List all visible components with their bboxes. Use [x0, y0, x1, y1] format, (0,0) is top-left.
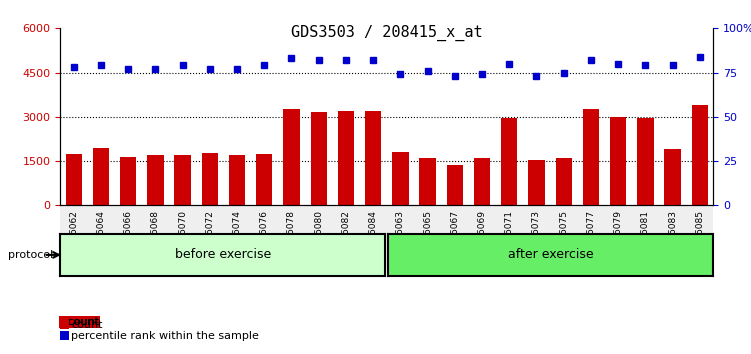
- Bar: [556, 158, 572, 205]
- Bar: [169, 205, 196, 267]
- Bar: [529, 160, 544, 205]
- Bar: [278, 205, 305, 267]
- Text: before exercise: before exercise: [174, 249, 271, 261]
- Bar: [224, 205, 251, 267]
- Bar: [87, 205, 114, 267]
- Bar: [578, 205, 605, 267]
- Text: GDS3503 / 208415_x_at: GDS3503 / 208415_x_at: [291, 25, 483, 41]
- Bar: [610, 118, 626, 205]
- Bar: [196, 205, 224, 267]
- Text: count: count: [60, 317, 98, 327]
- Bar: [419, 158, 436, 205]
- Bar: [441, 205, 469, 267]
- Bar: [550, 205, 578, 267]
- Bar: [447, 165, 463, 205]
- Bar: [387, 205, 414, 267]
- Bar: [65, 154, 82, 205]
- Text: protocol: protocol: [8, 250, 53, 260]
- Bar: [583, 109, 599, 205]
- Bar: [392, 152, 409, 205]
- Bar: [632, 205, 659, 267]
- Text: after exercise: after exercise: [508, 249, 594, 261]
- Bar: [114, 205, 142, 267]
- Bar: [692, 105, 708, 205]
- Bar: [201, 153, 218, 205]
- Bar: [229, 155, 245, 205]
- Bar: [665, 149, 680, 205]
- Text: count: count: [61, 317, 99, 327]
- Bar: [332, 205, 360, 267]
- Bar: [93, 148, 109, 205]
- Bar: [605, 205, 632, 267]
- Bar: [659, 205, 686, 267]
- Text: percentile rank within the sample: percentile rank within the sample: [71, 331, 259, 341]
- Bar: [474, 158, 490, 205]
- Bar: [283, 109, 300, 205]
- Bar: [496, 205, 523, 267]
- Bar: [60, 205, 87, 267]
- Bar: [338, 111, 354, 205]
- Bar: [523, 205, 550, 267]
- Bar: [311, 113, 327, 205]
- Bar: [256, 154, 273, 205]
- Bar: [501, 118, 517, 205]
- Bar: [147, 155, 164, 205]
- Bar: [469, 205, 496, 267]
- Bar: [142, 205, 169, 267]
- Bar: [120, 156, 136, 205]
- Bar: [251, 205, 278, 267]
- Bar: [305, 205, 332, 267]
- Bar: [637, 118, 653, 205]
- Text: count: count: [71, 320, 103, 330]
- Bar: [365, 111, 382, 205]
- Bar: [414, 205, 441, 267]
- Bar: [686, 205, 713, 267]
- Bar: [360, 205, 387, 267]
- Bar: [174, 155, 191, 205]
